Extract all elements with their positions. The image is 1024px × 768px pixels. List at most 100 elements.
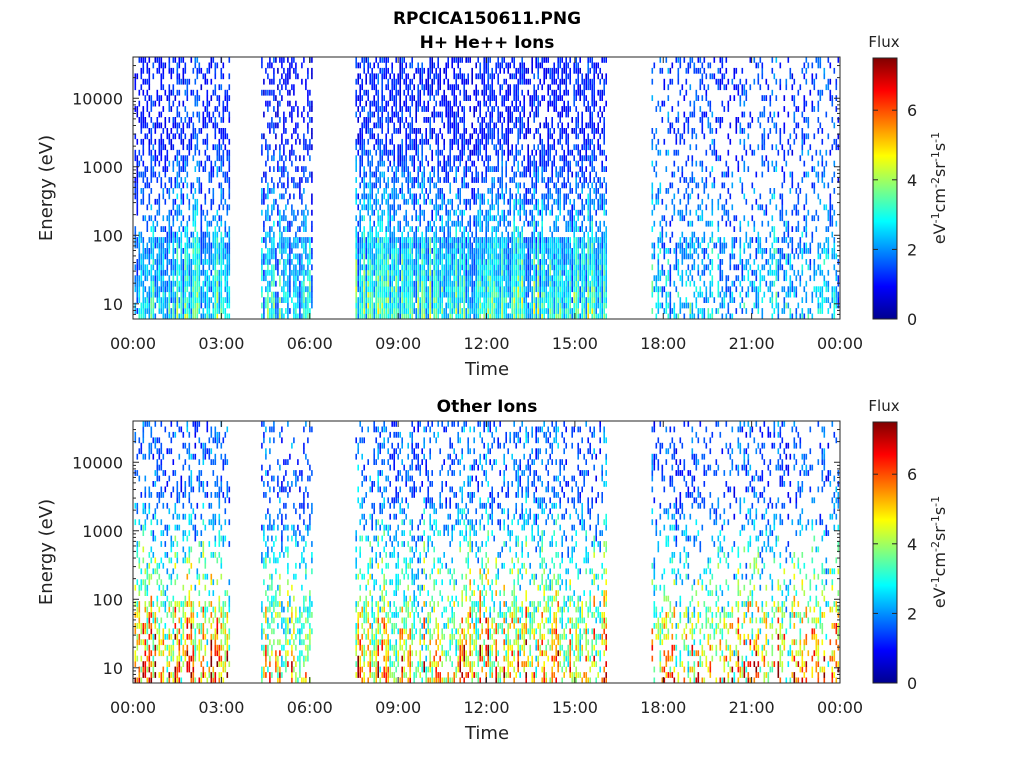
spectrogram-cell: [425, 188, 427, 194]
spectrogram-cell: [277, 209, 279, 216]
spectrogram-cell: [499, 220, 501, 227]
spectrogram-cell: [289, 264, 291, 271]
spectrogram-cell: [212, 280, 215, 287]
spectrogram-cell: [200, 291, 203, 298]
spectrogram-cell: [543, 308, 545, 314]
spectrogram-cell: [553, 67, 555, 74]
spectrogram-cell: [487, 297, 489, 303]
spectrogram-cell: [541, 291, 543, 298]
spectrogram-cell: [361, 253, 363, 260]
spectrogram-cell: [555, 253, 557, 260]
spectrogram-cell: [186, 160, 189, 167]
spectrogram-cell: [140, 259, 143, 265]
spectrogram-cell: [427, 259, 429, 265]
spectrogram-cell: [499, 111, 501, 118]
spectrogram-cell: [441, 242, 443, 249]
spectrogram-cell: [475, 313, 477, 319]
spectrogram-cell: [409, 177, 411, 183]
spectrogram-cell: [437, 155, 439, 162]
spectrogram-cell: [405, 286, 407, 293]
spectrogram-cell: [164, 182, 167, 189]
spectrogram-cell: [517, 182, 519, 189]
spectrogram-cell: [363, 166, 365, 172]
spectrogram-cell: [373, 259, 375, 265]
spectrogram-cell: [299, 291, 301, 298]
spectrogram-cell: [513, 291, 515, 298]
spectrogram-cell: [271, 242, 273, 249]
spectrogram-cell: [455, 111, 457, 118]
spectrogram-cell: [152, 226, 155, 232]
spectrogram-cell: [146, 177, 149, 183]
spectrogram-cell: [473, 308, 475, 314]
spectrogram-cell: [427, 67, 429, 74]
spectrogram-cell: [371, 253, 373, 260]
spectrogram-cell: [287, 73, 289, 80]
spectrogram-cell: [475, 95, 477, 101]
spectrogram-cell: [499, 84, 501, 91]
spectrogram-cell: [309, 155, 311, 162]
spectrogram-cell: [160, 95, 163, 101]
spectrogram-cell: [503, 209, 505, 216]
spectrogram-cell: [202, 231, 205, 238]
spectrogram-cell: [545, 237, 547, 243]
spectrogram-cell: [463, 106, 465, 112]
spectrogram-cell: [545, 308, 547, 314]
spectrogram-cell: [178, 264, 181, 271]
spectrogram-cell: [499, 117, 501, 123]
spectrogram-cell: [156, 117, 159, 123]
spectrogram-cell: [184, 308, 187, 314]
spectrogram-cell: [166, 215, 169, 222]
spectrogram-cell: [535, 302, 537, 309]
spectrogram-cell: [493, 73, 495, 80]
spectrogram-cell: [431, 78, 433, 85]
spectrogram-cell: [549, 209, 551, 216]
spectrogram-cell: [451, 242, 453, 249]
spectrogram-cell: [216, 242, 219, 249]
spectrogram-cell: [206, 89, 209, 96]
spectrogram-cell: [391, 204, 393, 211]
spectrogram-cell: [371, 182, 373, 189]
spectrogram-cell: [471, 275, 473, 282]
spectrogram-cell: [497, 166, 499, 172]
spectrogram-cell: [513, 155, 515, 162]
spectrogram-cell: [275, 248, 277, 254]
spectrogram-cell: [447, 291, 449, 298]
spectrogram-cell: [413, 160, 415, 167]
spectrogram-cell: [513, 242, 515, 249]
spectrogram-cell: [535, 160, 537, 167]
spectrogram-cell: [156, 209, 159, 216]
spectrogram-cell: [148, 84, 151, 91]
spectrogram-cell: [303, 188, 305, 194]
spectrogram-cell: [377, 253, 379, 260]
spectrogram-cell: [505, 269, 507, 276]
spectrogram-cell: [471, 133, 473, 140]
spectrogram-cell: [395, 78, 397, 85]
spectrogram-cell: [431, 84, 433, 91]
spectrogram-cell: [523, 302, 525, 309]
spectrogram-cell: [148, 144, 151, 151]
spectrogram-cell: [367, 302, 369, 309]
spectrogram-cell: [389, 253, 391, 260]
spectrogram-cell: [279, 117, 281, 123]
spectrogram-cell: [363, 144, 365, 151]
spectrogram-cell: [533, 253, 535, 260]
spectrogram-cell: [389, 313, 391, 319]
spectrogram-cell: [431, 57, 433, 63]
spectrogram-cell: [397, 177, 399, 183]
spectrogram-cell: [355, 138, 357, 145]
spectrogram-cell: [431, 280, 433, 287]
spectrogram-cell: [188, 198, 191, 205]
spectrogram-cell: [182, 313, 185, 319]
spectrogram-cell: [271, 297, 273, 303]
spectrogram-cell: [265, 89, 267, 96]
spectrogram-cell: [541, 198, 543, 205]
spectrogram-cell: [359, 280, 361, 287]
spectrogram-cell: [381, 209, 383, 216]
spectrogram-cell: [305, 297, 307, 303]
spectrogram-cell: [176, 177, 179, 183]
spectrogram-cell: [483, 73, 485, 80]
spectrogram-cell: [459, 89, 461, 96]
spectrogram-cell: [375, 286, 377, 293]
spectrogram-cell: [501, 160, 503, 167]
spectrogram-cell: [383, 291, 385, 298]
